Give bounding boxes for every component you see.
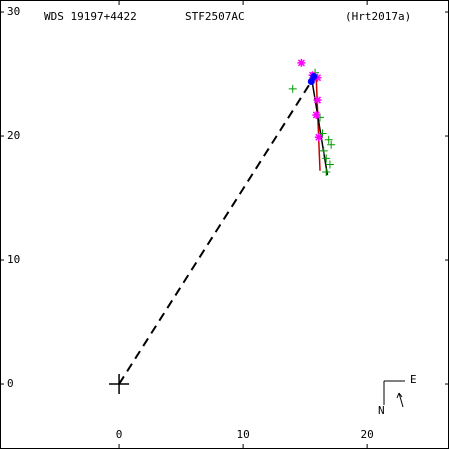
orbit-line (315, 78, 321, 171)
dashed-line (118, 80, 313, 385)
y-tick-label: 10 (7, 253, 20, 266)
motion-arrow (396, 392, 404, 408)
header-wds: WDS 19197+4422 (44, 10, 137, 23)
origin-marker (109, 374, 130, 395)
star-point (297, 58, 306, 67)
compass-east: E (410, 373, 417, 386)
compass: E N (378, 373, 417, 417)
x-tick-label: 10 (236, 428, 249, 441)
star-point (312, 110, 321, 119)
plus-point (327, 140, 336, 149)
compass-north: N (378, 404, 385, 417)
star-point (313, 96, 322, 105)
plus-point (324, 135, 333, 144)
x-tick-label: 20 (361, 428, 374, 441)
header-ref: (Hrt2017a) (345, 10, 411, 23)
plus-point (319, 146, 328, 155)
plus-point (288, 84, 297, 93)
plus-point (318, 129, 327, 138)
plus-point (322, 154, 331, 163)
plus-point (325, 160, 334, 169)
header-name: STF2507AC (185, 10, 245, 23)
star-point (313, 73, 322, 82)
x-tick-label: 0 (116, 428, 123, 441)
star-point (314, 133, 323, 142)
y-tick-label: 0 (7, 377, 14, 390)
y-tick-label: 30 (7, 5, 20, 18)
y-tick-label: 20 (7, 129, 20, 142)
plus-point (322, 167, 331, 176)
dot-point (310, 73, 318, 81)
